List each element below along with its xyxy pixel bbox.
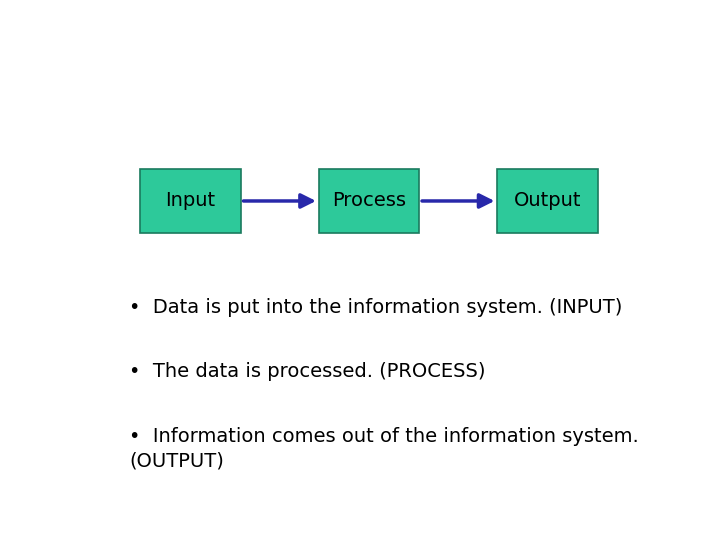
Text: Output: Output xyxy=(514,192,581,211)
FancyBboxPatch shape xyxy=(140,168,240,233)
Text: •  Data is put into the information system. (INPUT): • Data is put into the information syste… xyxy=(129,298,622,316)
Text: Process: Process xyxy=(332,192,406,211)
Text: Input: Input xyxy=(166,192,215,211)
FancyBboxPatch shape xyxy=(319,168,419,233)
Text: •  The data is processed. (PROCESS): • The data is processed. (PROCESS) xyxy=(129,362,485,381)
Text: •  Information comes out of the information system.
(OUTPUT): • Information comes out of the informati… xyxy=(129,427,639,470)
FancyBboxPatch shape xyxy=(498,168,598,233)
